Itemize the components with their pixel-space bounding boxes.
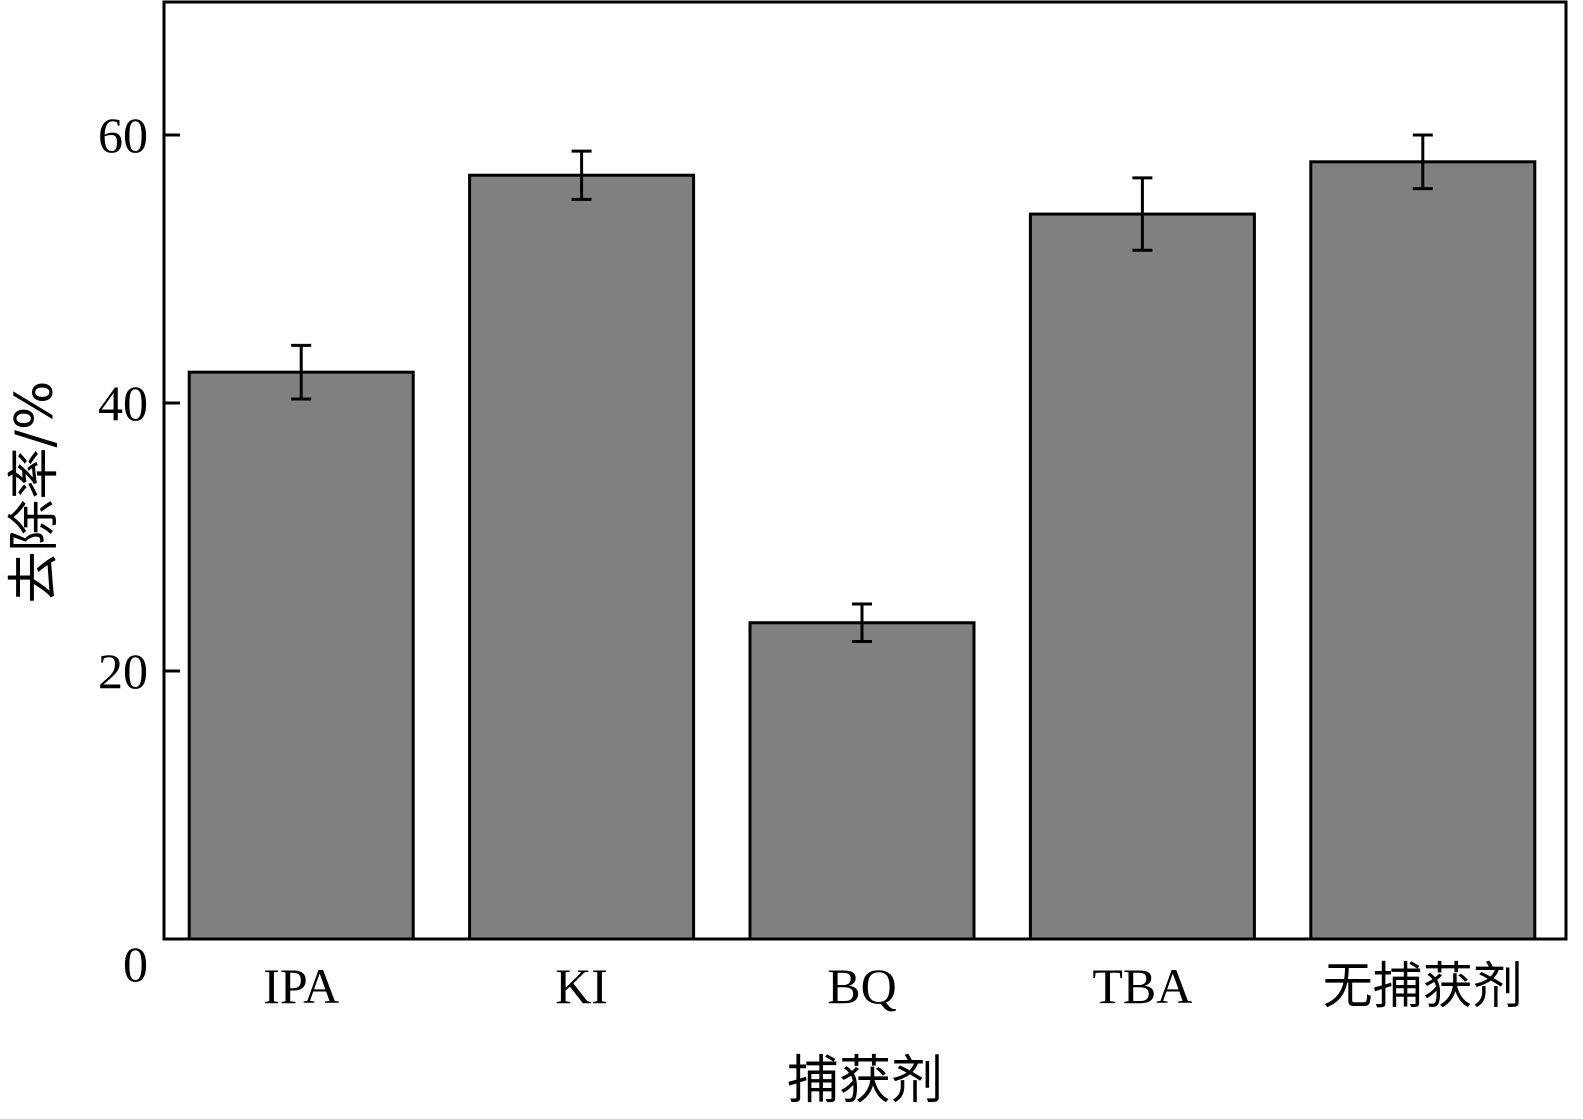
- error-bar-IPA: [291, 343, 312, 401]
- x-tick-label: KI: [555, 958, 608, 1014]
- x-axis-title: 捕获剂: [787, 1051, 943, 1111]
- y-tick-label: 0: [123, 936, 148, 992]
- y-tick-label: 60: [98, 107, 148, 163]
- error-bar-KI: [571, 149, 592, 201]
- error-bar-无捕获剂: [1412, 133, 1433, 191]
- x-tick-label: 无捕获剂: [1323, 958, 1523, 1014]
- bar-BQ: [748, 621, 976, 941]
- y-axis-title: 去除率/%: [5, 381, 65, 604]
- bar-TBA: [1028, 212, 1256, 941]
- y-tick-label: 40: [98, 375, 148, 431]
- x-axis-ticks: IPA KI BQ TBA 无捕获剂: [263, 958, 1523, 1014]
- error-bar-BQ: [852, 602, 872, 644]
- x-tick-label: TBA: [1092, 958, 1192, 1014]
- error-bars-group: [291, 133, 1433, 644]
- x-tick-label: IPA: [263, 958, 339, 1014]
- bar-无捕获剂: [1309, 160, 1537, 941]
- bar-KI: [468, 173, 696, 941]
- y-axis-ticks: 0 20 40 60: [98, 107, 180, 992]
- x-tick-label: BQ: [827, 958, 896, 1014]
- bars-group: [187, 160, 1537, 941]
- bar-IPA: [187, 370, 415, 941]
- y-tick-label: 20: [98, 643, 148, 699]
- error-bar-TBA: [1132, 176, 1153, 252]
